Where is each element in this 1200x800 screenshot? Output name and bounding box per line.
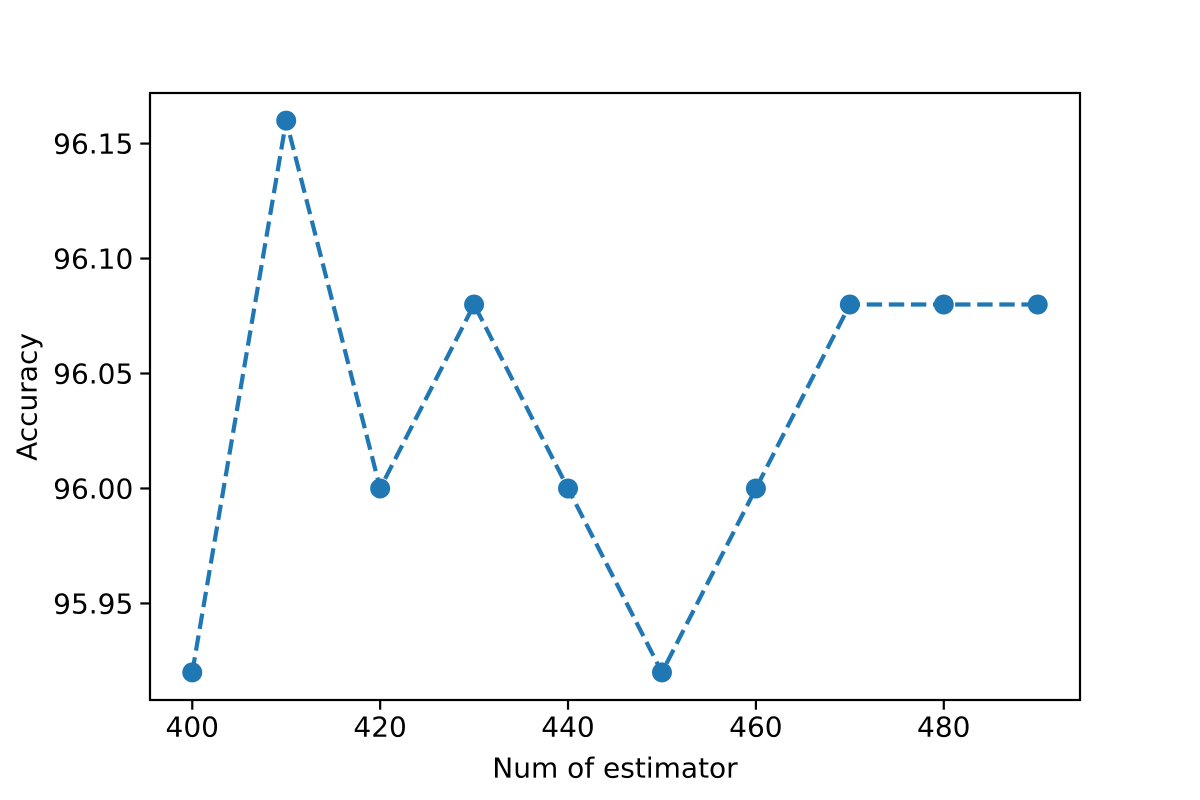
x-tick-label: 400: [166, 710, 219, 743]
data-point-marker: [651, 662, 672, 683]
x-axis-label: Num of estimator: [492, 751, 738, 785]
plot-spines: [148, 91, 1082, 702]
data-point-marker: [745, 478, 766, 499]
data-point-marker: [558, 478, 579, 499]
y-axis-label: Accuracy: [10, 333, 44, 461]
x-tick-label: 420: [353, 710, 406, 743]
data-point-marker: [276, 110, 297, 131]
y-tick-label: 96.10: [53, 243, 133, 276]
data-point-marker: [182, 662, 203, 683]
data-point-marker: [1027, 294, 1048, 315]
x-tick-label: 460: [729, 710, 782, 743]
y-tick-label: 96.00: [53, 472, 133, 505]
y-tick-label: 95.95: [53, 587, 133, 620]
data-point-marker: [839, 294, 860, 315]
y-tick-label: 96.15: [53, 128, 133, 161]
x-tick-label: 480: [917, 710, 970, 743]
x-tick-label: 440: [541, 710, 594, 743]
data-line: [190, 120, 1038, 678]
data-point-marker: [464, 294, 485, 315]
data-point-marker: [370, 478, 391, 499]
data-point-marker: [933, 294, 954, 315]
y-tick-label: 96.05: [53, 358, 133, 391]
